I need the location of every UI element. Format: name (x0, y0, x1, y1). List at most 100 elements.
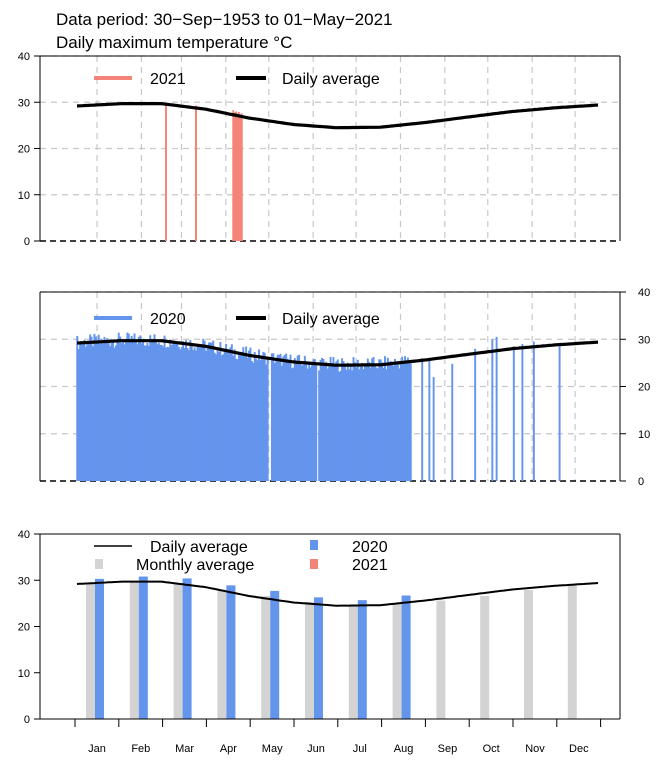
legend-2021-swatch (310, 559, 318, 569)
bar-2020 (170, 345, 173, 481)
bar-2020 (235, 358, 238, 481)
legend-2021-label: 2021 (150, 71, 186, 88)
bar-2020 (228, 349, 230, 481)
bar-2020 (280, 365, 283, 481)
bar-2020 (117, 332, 120, 481)
bar-2020 (342, 361, 345, 481)
bar-2020 (239, 353, 242, 481)
bar-monthly-average (86, 582, 95, 719)
bar-2020 (302, 364, 305, 481)
bar-2020 (256, 360, 259, 481)
month-label: Nov (525, 743, 545, 755)
bar-2020 (290, 368, 293, 481)
data-period-text: Data period: 30−Sep−1953 to 01−May−2021 (56, 10, 393, 29)
bar-2020 (200, 345, 203, 481)
bar-2020 (109, 346, 112, 481)
bar-2020 (202, 338, 205, 481)
bar-2020 (147, 345, 150, 481)
bar-2020 (97, 334, 100, 481)
bar-2020 (222, 354, 225, 481)
bar-monthly-average (436, 600, 446, 719)
month-label: Feb (131, 743, 150, 755)
bar-2020 (332, 357, 335, 481)
bar-2020 (349, 363, 352, 481)
bar-2020 (248, 350, 250, 481)
bar-2020 (89, 334, 92, 481)
bar-2020 (376, 368, 379, 481)
bar-2020 (169, 339, 172, 481)
bar-2020 (156, 344, 159, 481)
bar-2020 (87, 341, 90, 481)
bar-2020 (305, 361, 308, 481)
bar-2020 (186, 347, 189, 481)
bar-2020 (157, 342, 160, 481)
legend-monthly-label: Monthly average (136, 557, 254, 574)
bar-2020 (215, 354, 218, 481)
bar-2020 (288, 360, 291, 481)
bar-2020 (322, 358, 325, 481)
bar-2020-monthly (95, 578, 104, 719)
month-label: Mar (175, 743, 194, 755)
bar-2020 (84, 346, 87, 481)
bar-2020 (356, 359, 359, 481)
bar-2020 (149, 335, 152, 481)
y-tick-label: 0 (24, 236, 30, 248)
bar-2020 (238, 352, 240, 481)
bar-2020 (203, 340, 206, 481)
bar-2020 (532, 341, 535, 481)
bar-2021 (233, 112, 236, 241)
legend-2020-swatch (310, 540, 318, 550)
y-tick-label: 0 (24, 714, 30, 726)
bar-2020 (378, 359, 381, 481)
bar-2020 (129, 340, 132, 481)
bar-2020 (421, 358, 424, 481)
bar-2020 (409, 363, 412, 481)
bar-2020 (375, 367, 378, 481)
bar-2020 (392, 365, 395, 481)
bar-2020 (175, 343, 177, 481)
legend-2020-label: 2020 (352, 539, 388, 556)
bar-2020-monthly (314, 597, 323, 719)
bar-2020-monthly (182, 578, 192, 719)
bar-2020 (193, 347, 196, 481)
bar-2020 (163, 335, 166, 481)
bar-monthly-average (129, 581, 139, 719)
bar-2020 (313, 359, 316, 481)
bar-2020 (223, 349, 226, 481)
bar-2020 (260, 357, 263, 481)
bar-2020 (177, 347, 180, 481)
y-tick-label: 30 (638, 334, 650, 346)
bar-2020 (90, 336, 93, 481)
bar-2020 (206, 345, 209, 481)
month-label: Sep (438, 743, 458, 755)
bar-2020 (225, 343, 228, 481)
bar-2020 (275, 359, 278, 481)
bar-2020 (250, 360, 253, 481)
bar-2020 (160, 344, 163, 481)
month-label: May (262, 743, 283, 755)
bar-2020 (303, 355, 306, 481)
bar-2020 (333, 364, 336, 481)
bar-2020 (212, 340, 215, 481)
bar-2020 (155, 340, 157, 481)
y-tick-label: 40 (18, 529, 30, 541)
bar-2020 (270, 353, 273, 481)
bar-2020 (286, 358, 289, 481)
bar-2021 (239, 114, 242, 241)
bar-2020 (301, 365, 303, 481)
bar-2020 (315, 362, 318, 481)
bar-2020 (353, 362, 356, 481)
bar-2020 (173, 344, 176, 481)
daily-average-line (76, 339, 599, 367)
bar-2020 (338, 371, 341, 481)
bar-2020 (311, 363, 313, 481)
bar-2020 (308, 362, 311, 481)
bar-2020 (283, 354, 286, 481)
bar-monthly-average (480, 595, 490, 719)
bar-2020 (255, 358, 258, 481)
bar-2020 (381, 362, 384, 481)
bar-monthly-average (348, 605, 358, 719)
bar-2020 (266, 356, 269, 481)
bar-2020 (405, 360, 408, 481)
bar-2020 (229, 347, 232, 481)
